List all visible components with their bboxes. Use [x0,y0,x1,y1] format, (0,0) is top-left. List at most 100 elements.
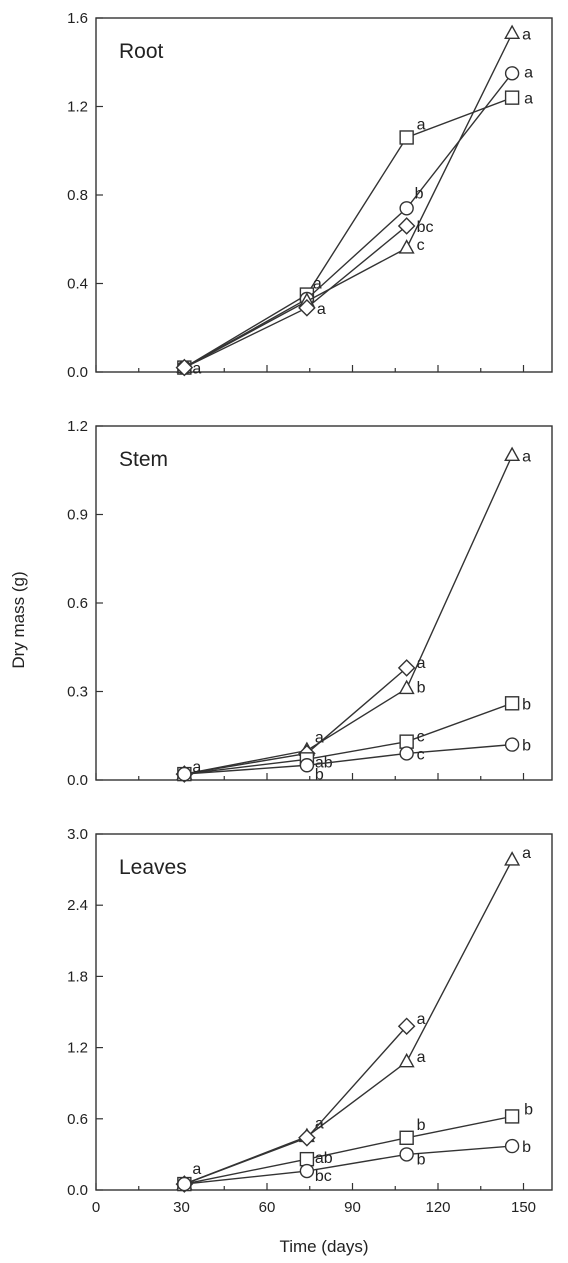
y-tick-label: 0.4 [67,276,88,293]
significance-label: c [417,729,425,746]
triangle-marker [398,239,415,254]
significance-label: c [417,746,425,763]
series-line [184,225,408,369]
y-axis-label: Dry mass (g) [9,571,28,668]
triangle-marker [398,679,415,695]
significance-label: b [417,1151,426,1168]
x-tick-label: 120 [425,1199,450,1216]
circle-marker [504,737,520,752]
square-marker [399,1130,414,1145]
significance-label: b [315,766,324,783]
significance-label: a [192,759,201,776]
y-tick-label: 2.4 [67,897,88,914]
y-tick-label: 1.2 [67,418,88,435]
significance-label: b [524,1101,533,1118]
diamond-marker [397,1017,416,1036]
x-tick-label: 0 [92,1199,100,1216]
series-line [184,702,513,775]
significance-label: a [317,301,326,318]
plot-frame [95,833,553,1191]
y-tick-label: 0.3 [67,684,88,701]
panel-title: Root [119,40,164,63]
y-tick-label: 0.6 [67,595,88,612]
diamond-marker [397,217,416,235]
significance-label: ab [315,1150,333,1167]
significance-label: b [417,1117,426,1134]
circle-marker [504,1138,520,1154]
significance-label: b [417,680,426,697]
triangle-marker [398,1052,415,1068]
significance-label: a [522,26,531,43]
panel-title: Stem [119,448,168,471]
panel-title: Leaves [119,856,187,879]
significance-label: a [417,1049,426,1066]
y-tick-label: 0.0 [67,1182,88,1199]
series-square: a b c b [177,696,531,782]
significance-label: a [522,449,531,466]
series-line [184,1115,513,1185]
circle-marker [299,758,315,773]
square-marker [399,734,414,749]
significance-label: bc [417,219,434,236]
series-line [183,96,513,369]
plot-frame [95,17,553,373]
significance-label: a [417,116,426,133]
series-circle: b c b [177,737,531,783]
circle-marker [177,1176,192,1192]
series-triangle: aba [176,446,531,780]
square-marker [504,90,520,105]
circle-marker [504,66,520,81]
series-line [184,1145,513,1185]
y-tick-label: 0.0 [67,364,88,381]
significance-label: a [524,64,533,81]
circle-marker [399,201,414,216]
y-tick-label: 0.0 [67,772,88,789]
significance-label: a [524,91,533,108]
diamond-marker [298,299,316,317]
diamond-marker [397,659,416,677]
triangle-marker [504,851,521,866]
x-tick-label: 60 [259,1199,276,1216]
significance-label: b [522,1139,531,1156]
significance-label: a [417,655,426,672]
square-marker [504,1109,520,1124]
series-circle: bc b b [177,1138,531,1192]
triangle-marker [504,446,521,462]
significance-label: b [522,696,531,713]
y-tick-label: 1.2 [67,1040,88,1057]
significance-label: a [522,845,531,862]
y-tick-label: 1.2 [67,99,88,116]
circle-marker [177,766,192,782]
square-marker [299,1151,315,1167]
series-line [184,72,513,369]
series-square: aaa [177,90,533,375]
y-tick-label: 0.8 [67,187,88,204]
series-line [184,33,513,369]
y-tick-label: 1.6 [67,10,88,27]
y-tick-label: 3.0 [67,826,88,843]
series-line [184,859,513,1185]
significance-label: a [192,361,201,378]
diamond-marker [175,358,194,377]
series-line [184,667,408,775]
series-triangle: ca [176,24,531,374]
diamond-marker [298,1128,316,1147]
significance-label: a [417,1011,426,1028]
y-tick-label: 1.8 [67,968,88,985]
significance-label: a [313,276,322,293]
circle-marker [399,1147,414,1162]
x-tick-label: 90 [344,1199,361,1216]
circle-marker [399,746,414,761]
circle-marker [299,1163,315,1179]
square-marker [399,130,414,145]
y-tick-label: 0.6 [67,1111,88,1128]
significance-label: b [415,185,424,202]
series-line [184,455,513,775]
y-tick-label: 0.9 [67,507,88,524]
